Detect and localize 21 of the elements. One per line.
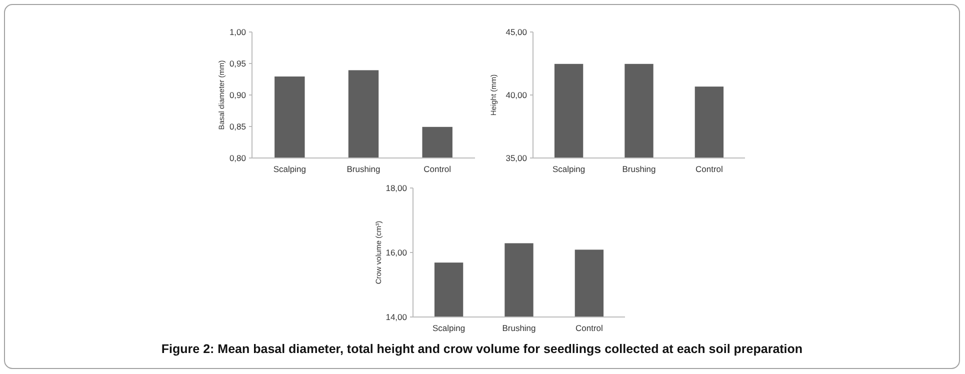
x-tick-label: Control (575, 323, 604, 333)
x-tick-label: Control (424, 164, 452, 174)
y-tick-label: 0,90 (229, 90, 246, 100)
x-tick-label: Scalping (273, 164, 306, 174)
caption: Figure 2: Mean basal diameter, total height and crow volume for seedlings collected at each soil preparation (161, 342, 803, 356)
y-tick-label: 14,00 (386, 312, 408, 322)
y-tick-label: 16,00 (386, 247, 408, 258)
x-tick-label: Brushing (346, 164, 381, 174)
x-tick-label: Brushing (502, 323, 536, 333)
y-tick-label: 35,00 (506, 152, 528, 163)
x-tick-label: Control (695, 164, 724, 174)
y-tick-label: 18,00 (386, 182, 408, 193)
x-tick-label: Scalping (552, 164, 586, 174)
x-tick-label: Scalping (432, 323, 466, 333)
y-tick-label: 40,00 (506, 90, 528, 100)
x-tick-label: Brushing (622, 164, 656, 174)
y-tick-label: 45,00 (506, 26, 528, 37)
y-tick-label: 0,85 (229, 121, 246, 132)
y-tick-label: 1,00 (229, 26, 246, 37)
y-tick-label: 0,95 (229, 58, 246, 68)
y-tick-label: 0,80 (229, 152, 246, 163)
